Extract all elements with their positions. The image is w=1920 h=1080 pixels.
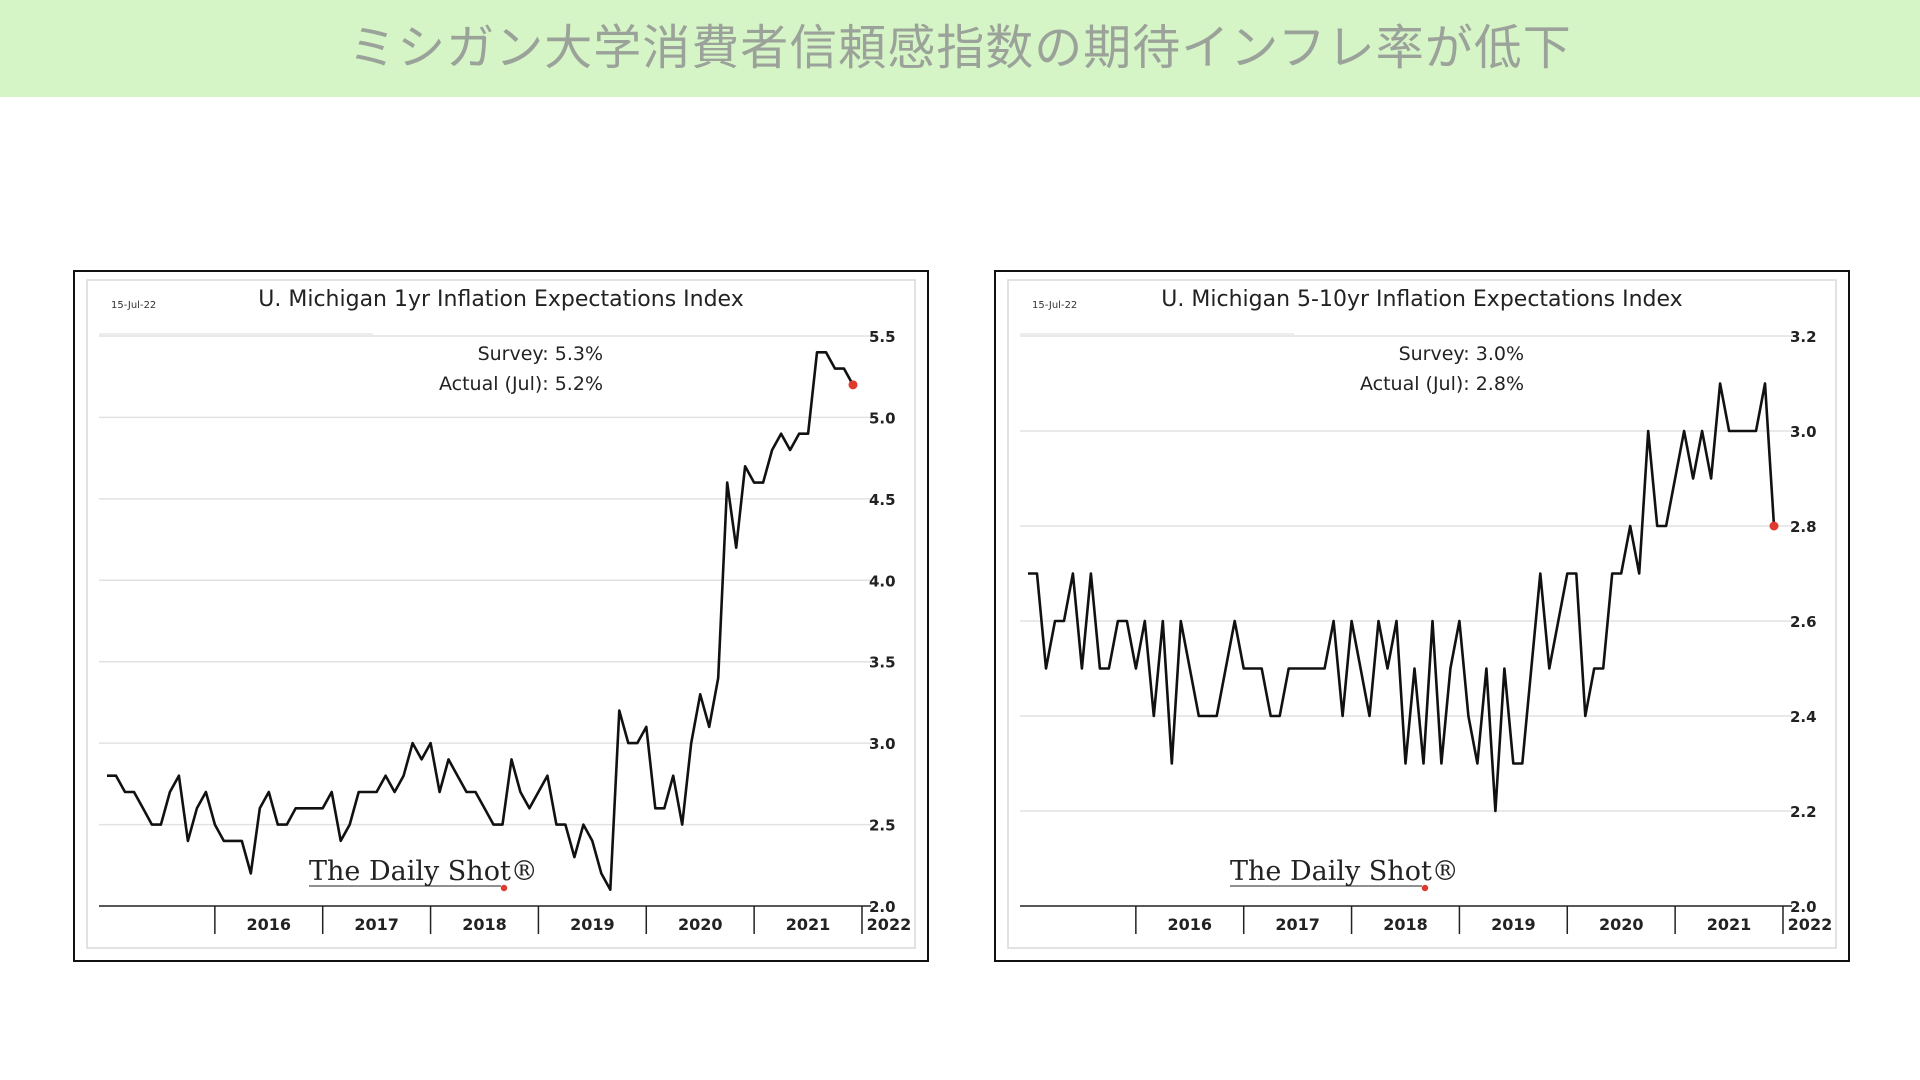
chart-inner-frame [1007,279,1837,949]
x-tick-label: 2020 [1599,915,1644,934]
x-tick-label: 2020 [678,915,723,934]
x-tick-label: 2021 [786,915,831,934]
y-tick-label: 2.0 [1790,898,1817,916]
chart-panel-1yr: 2.0 2.5 3.0 3.5 4.0 4.5 5.0 5.5 2016 2017 2018 2019… [73,270,929,962]
latest-point-marker [848,380,858,390]
y-tick-label: 2.0 [869,898,896,916]
y-tick-label: 3.0 [1790,423,1817,441]
chart-panel-5-10yr: 2.0 2.2 2.4 2.6 2.8 3.0 3.2 2016 2017 2018 2019 202… [994,270,1850,962]
y-tick-label: 5.0 [869,409,896,427]
chart-title: U. Michigan 1yr Inflation Expectations I… [258,287,743,312]
date-label: 15-Jul-22 [111,300,156,311]
x-tick-label: 2018 [1383,915,1428,934]
x-tick-label: 2022 [867,915,912,934]
annotation-survey: Survey: 5.3% [478,343,603,365]
x-tick-label: 2018 [462,915,507,934]
x-tick-label: 2019 [1491,915,1536,934]
source-logo-dot [1421,884,1429,892]
y-tick-label: 3.5 [869,654,896,672]
x-tick-label: 2016 [247,915,292,934]
latest-point-marker [1769,521,1779,531]
source-logo: The Daily Shot® [1230,856,1459,887]
y-tick-label: 2.4 [1790,708,1817,726]
source-logo: The Daily Shot® [309,856,538,887]
x-tick-label: 2017 [354,915,399,934]
y-tick-label: 5.5 [869,328,896,346]
source-logo-dot [500,884,508,892]
page-title: ミシガン大学消費者信頼感指数の期待インフレ率が低下 [348,20,1572,76]
chart-1yr-inflation-expectations: 2.0 2.5 3.0 3.5 4.0 4.5 5.0 5.5 2016 2017 2018 2019… [86,279,916,949]
y-tick-label: 4.5 [869,491,896,509]
x-tick-label: 2017 [1275,915,1320,934]
annotation-survey: Survey: 3.0% [1399,343,1524,365]
date-label: 15-Jul-22 [1032,300,1077,311]
series-line [107,351,855,891]
x-tick-label: 2021 [1707,915,1752,934]
y-tick-label: 2.6 [1790,613,1817,631]
y-tick-label: 2.8 [1790,518,1817,536]
y-tick-label: 4.0 [869,572,896,590]
chart-inner-frame [86,279,916,949]
annotation-actual: Actual (Jul): 2.8% [1360,373,1524,395]
x-tick-label: 2022 [1788,915,1833,934]
chart-title: U. Michigan 5-10yr Inflation Expectation… [1161,287,1682,312]
series-line [1028,382,1776,813]
x-tick-label: 2016 [1168,915,1213,934]
y-tick-label: 2.2 [1790,803,1817,821]
y-tick-label: 2.5 [869,817,896,835]
annotation-actual: Actual (Jul): 5.2% [439,373,603,395]
y-tick-label: 3.2 [1790,328,1817,346]
chart-5-10yr-inflation-expectations: 2.0 2.2 2.4 2.6 2.8 3.0 3.2 2016 2017 2018 2019 202… [1007,279,1837,949]
y-tick-label: 3.0 [869,735,896,753]
x-tick-label: 2019 [570,915,615,934]
title-banner [0,0,1920,97]
